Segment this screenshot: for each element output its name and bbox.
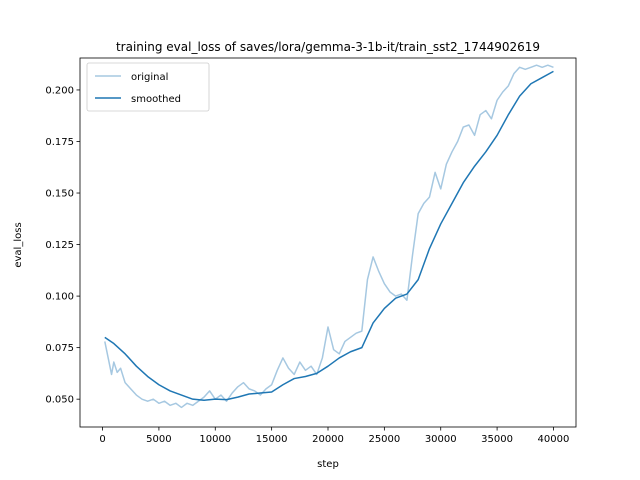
legend-box: [86, 62, 210, 112]
series-line-smoothed: [104, 70, 554, 401]
plot-area: 0 5000 10000 15000 20000 25000 30000 35000 40000…: [45, 57, 577, 445]
legend-label-original: original: [131, 72, 168, 83]
x-tick-label: 0: [99, 434, 105, 445]
x-tick-label: 35000: [481, 434, 513, 445]
x-tick-label: 20000: [312, 434, 344, 445]
y-tick-label: 0.100: [45, 292, 74, 303]
y-tick-label: 0.200: [45, 85, 74, 96]
x-tick-label: 15000: [256, 434, 288, 445]
x-tick-label: 30000: [425, 434, 457, 445]
x-tick-label: 25000: [368, 434, 400, 445]
x-tick-label: 10000: [199, 434, 231, 445]
y-tick-label: 0.075: [45, 343, 74, 354]
y-axis-label: eval_loss: [13, 222, 24, 267]
y-tick-label: 0.050: [45, 395, 74, 406]
x-tick-label: 5000: [146, 434, 171, 445]
y-tick-label: 0.150: [45, 189, 74, 200]
y-tick-label: 0.125: [45, 240, 74, 251]
x-tick-label: 40000: [538, 434, 570, 445]
y-tick-label: 0.175: [45, 137, 74, 148]
legend-label-smoothed: smoothed: [131, 94, 181, 105]
x-axis-label: step: [317, 459, 339, 470]
series-line-original: [104, 64, 554, 409]
chart-title: training eval_loss of saves/lora/gemma-3…: [116, 40, 540, 54]
legend: original smoothed: [86, 62, 210, 112]
